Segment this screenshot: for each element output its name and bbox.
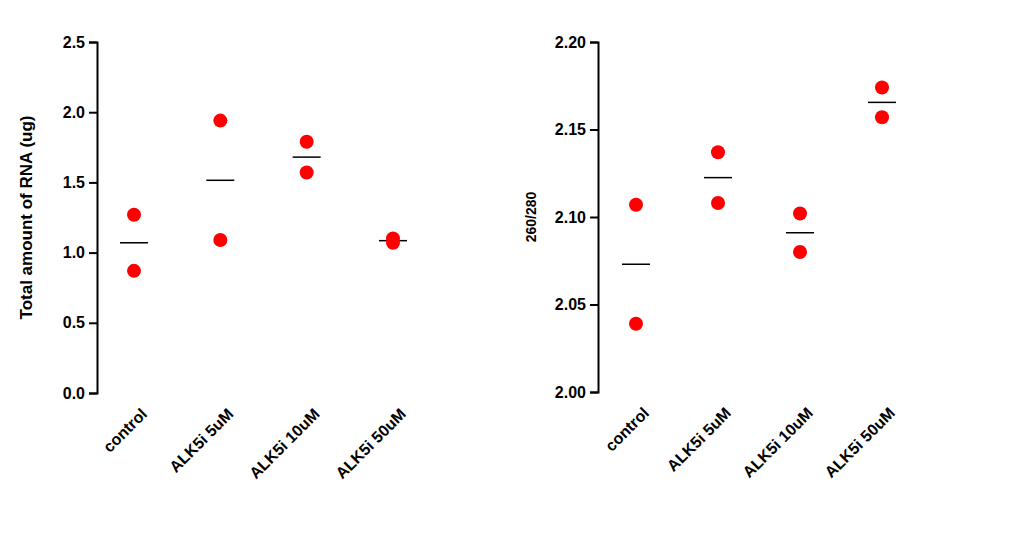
data-point xyxy=(127,264,141,278)
data-point xyxy=(127,208,141,222)
x-tick-label: ALK5i 5uM xyxy=(664,404,734,474)
y-tick-label: 0.0 xyxy=(63,385,85,402)
data-point xyxy=(213,114,227,128)
y-axis-title: 260/280 xyxy=(523,191,539,242)
x-tick-label: control xyxy=(602,404,652,454)
plot-area xyxy=(622,81,896,331)
data-point xyxy=(213,233,227,247)
y-tick-label: 0.5 xyxy=(63,314,85,331)
y-axis-line xyxy=(590,43,599,393)
y-tick-mark xyxy=(89,322,97,324)
y-tick-mark xyxy=(590,304,598,306)
y-axis: 0.0 0.5 1.0 1.5 2.0 2.5 xyxy=(63,34,98,402)
y-tick: 2.00 xyxy=(555,384,598,401)
y-tick-mark xyxy=(89,393,97,395)
y-tick-label: 2.5 xyxy=(63,34,85,51)
data-point xyxy=(875,110,889,124)
y-tick-mark xyxy=(590,392,598,394)
y-tick-mark xyxy=(590,42,598,44)
x-tick-label: ALK5i 50uM xyxy=(821,404,898,481)
y-tick-mark xyxy=(89,252,97,254)
data-point xyxy=(300,135,314,149)
y-tick: 1.5 xyxy=(63,174,97,191)
y-tick: 2.20 xyxy=(555,34,598,51)
data-point xyxy=(875,81,889,95)
mean-line xyxy=(868,102,896,104)
data-point xyxy=(711,196,725,210)
mean-line xyxy=(622,264,650,266)
y-tick-label: 2.00 xyxy=(555,384,586,401)
y-tick: 0.0 xyxy=(63,385,97,402)
x-axis: control ALK5i 5uMALK5i 10uMALK5i 50uM xyxy=(100,405,409,482)
data-point xyxy=(629,198,643,212)
y-tick-label: 2.05 xyxy=(555,296,586,313)
y-tick-label: 2.10 xyxy=(555,209,586,226)
data-point xyxy=(629,317,643,331)
mean-line xyxy=(786,232,814,234)
x-tick-label: ALK5i 10uM xyxy=(739,404,816,481)
y-tick: 0.5 xyxy=(63,314,97,331)
x-tick-label: ALK5i 10uM xyxy=(246,405,323,482)
x-tick-label: ALK5i 50uM xyxy=(332,405,409,482)
x-tick-label: ALK5i 5uM xyxy=(166,405,236,475)
mean-line xyxy=(704,177,732,179)
chart: 0.0 0.5 1.0 1.5 2.0 2.5 Total amount of RNA (u… xyxy=(17,34,409,482)
y-tick: 2.5 xyxy=(63,34,97,51)
data-point xyxy=(386,232,400,246)
data-point xyxy=(711,145,725,159)
y-tick-mark xyxy=(89,112,97,114)
y-tick-label: 2.15 xyxy=(555,121,586,138)
data-point xyxy=(793,207,807,221)
data-point xyxy=(300,166,314,180)
x-axis: controlALK5i 5uMALK5i 10uMALK5i 50uM xyxy=(602,404,898,481)
y-axis-title: Total amount of RNA (ug) xyxy=(17,116,36,320)
y-axis-line xyxy=(89,43,98,394)
y-tick-label: 1.0 xyxy=(63,244,85,261)
y-tick-label: 1.5 xyxy=(63,174,85,191)
y-tick: 2.05 xyxy=(555,296,598,313)
y-tick: 1.0 xyxy=(63,244,97,261)
y-tick: 2.15 xyxy=(555,121,598,138)
x-tick-label: control xyxy=(100,405,150,455)
mean-line xyxy=(293,156,321,158)
y-tick-mark xyxy=(590,217,598,219)
y-tick-mark xyxy=(590,129,598,131)
y-tick-mark xyxy=(89,182,97,184)
y-tick-label: 2.0 xyxy=(63,104,85,121)
y-tick: 2.0 xyxy=(63,104,97,121)
y-tick-mark xyxy=(89,42,97,44)
y-tick-label: 2.20 xyxy=(555,34,586,51)
mean-line xyxy=(206,180,234,182)
y-axis: 2.00 2.05 2.10 2.15 2.20 xyxy=(555,34,599,401)
chart: 2.002.052.102.152.20260/280controlALK5i … xyxy=(523,34,898,481)
mean-line xyxy=(120,242,148,244)
data-point xyxy=(793,245,807,259)
figure: 0.0 0.5 1.0 1.5 2.0 2.5 Total amount of RNA (u… xyxy=(0,0,1020,533)
plot-area xyxy=(120,114,407,278)
y-tick: 2.10 xyxy=(555,209,598,226)
